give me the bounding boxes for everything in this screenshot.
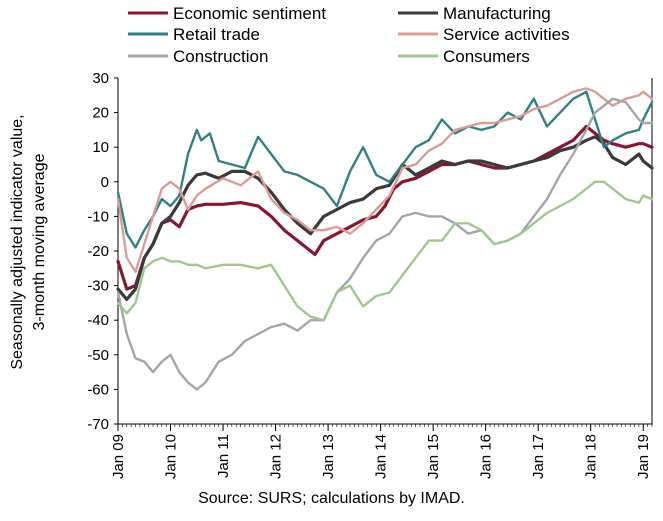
legend-label: Economic sentiment bbox=[173, 4, 326, 23]
y-tick-label: -30 bbox=[87, 278, 109, 295]
y-tick-label: -50 bbox=[87, 347, 109, 364]
legend-label: Manufacturing bbox=[443, 4, 551, 23]
x-tick-label: Jan 10 bbox=[163, 434, 180, 479]
y-tick-label: -40 bbox=[87, 312, 109, 329]
source-note: Source: SURS; calculations by IMAD. bbox=[198, 490, 465, 507]
series-line-2 bbox=[116, 135, 654, 301]
legend-label: Consumers bbox=[443, 47, 530, 66]
series-line-5 bbox=[116, 97, 654, 391]
axes: Seasonally adjusted indicator value, 3-m… bbox=[9, 70, 653, 479]
y-tick-label: -70 bbox=[87, 416, 109, 433]
x-tick-label: Jan 12 bbox=[268, 434, 285, 479]
x-tick-label: Jan 15 bbox=[425, 434, 442, 479]
x-tick-label: Jan 19 bbox=[635, 434, 652, 479]
y-tick-label: -20 bbox=[87, 243, 109, 260]
legend: Economic sentiment Manufacturing Retail tr… bbox=[128, 4, 570, 66]
y-axis-title-line-2: 3-month moving average bbox=[31, 153, 48, 330]
x-tick-label: Jan 13 bbox=[320, 434, 337, 479]
legend-label: Retail trade bbox=[173, 25, 260, 44]
x-tick-label: Jan 18 bbox=[583, 434, 600, 479]
series-line-6 bbox=[116, 180, 654, 322]
series-layer bbox=[116, 87, 654, 391]
y-tick-label: 10 bbox=[92, 139, 109, 156]
y-tick-label: 30 bbox=[92, 70, 109, 87]
x-tick-label: Jan 16 bbox=[478, 434, 495, 479]
x-tick-label: Jan 11 bbox=[215, 434, 232, 478]
y-tick-label: -60 bbox=[87, 381, 109, 398]
x-tick-label: Jan 17 bbox=[530, 434, 547, 479]
y-tick-label: -10 bbox=[87, 208, 109, 225]
y-tick-label: 0 bbox=[101, 174, 109, 191]
series-line-4 bbox=[116, 87, 654, 273]
y-tick-label: 20 bbox=[92, 105, 109, 122]
series-line-3 bbox=[116, 90, 654, 249]
series-line-1 bbox=[116, 124, 654, 291]
x-tick-label: Jan 14 bbox=[373, 434, 390, 479]
x-tick-label: Jan 09 bbox=[110, 434, 127, 479]
y-axis-title-line-1: Seasonally adjusted indicator value, bbox=[9, 114, 26, 369]
legend-label: Service activities bbox=[443, 25, 570, 44]
legend-label: Construction bbox=[173, 47, 268, 66]
